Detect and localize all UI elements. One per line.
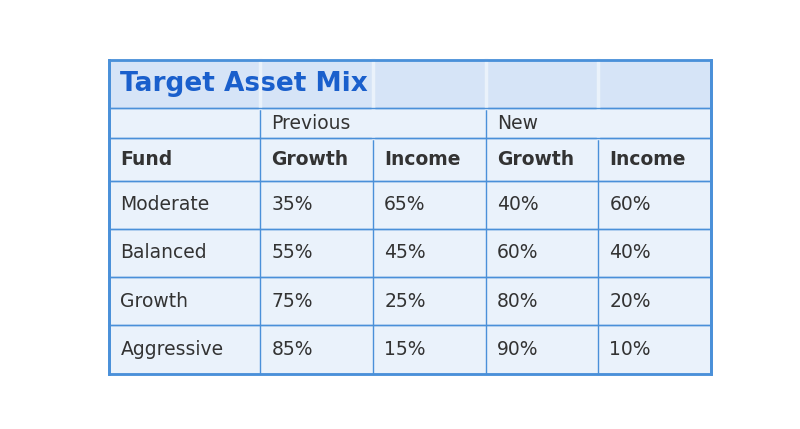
Text: 40%: 40% bbox=[497, 195, 538, 214]
Text: 60%: 60% bbox=[610, 195, 650, 214]
Text: 35%: 35% bbox=[272, 195, 313, 214]
Text: 20%: 20% bbox=[610, 292, 650, 311]
Text: Fund: Fund bbox=[121, 150, 173, 169]
Text: 40%: 40% bbox=[610, 243, 651, 263]
Text: Moderate: Moderate bbox=[121, 195, 210, 214]
Text: Growth: Growth bbox=[272, 150, 349, 169]
Text: 10%: 10% bbox=[610, 340, 650, 359]
Text: Previous: Previous bbox=[272, 114, 351, 133]
Text: New: New bbox=[497, 114, 538, 133]
Text: 25%: 25% bbox=[384, 292, 426, 311]
Text: 65%: 65% bbox=[384, 195, 426, 214]
Text: 75%: 75% bbox=[272, 292, 313, 311]
Bar bbox=[110, 181, 710, 229]
Text: Balanced: Balanced bbox=[121, 243, 207, 263]
Text: 45%: 45% bbox=[384, 243, 426, 263]
Bar bbox=[110, 325, 710, 374]
Text: 85%: 85% bbox=[272, 340, 313, 359]
Text: Growth: Growth bbox=[121, 292, 189, 311]
Text: Target Asset Mix: Target Asset Mix bbox=[121, 71, 368, 97]
Bar bbox=[110, 60, 710, 109]
Bar bbox=[110, 229, 710, 277]
Text: 90%: 90% bbox=[497, 340, 538, 359]
Text: Aggressive: Aggressive bbox=[121, 340, 223, 359]
Bar bbox=[110, 277, 710, 325]
Text: 80%: 80% bbox=[497, 292, 538, 311]
Text: 55%: 55% bbox=[272, 243, 313, 263]
Text: Income: Income bbox=[384, 150, 461, 169]
Text: 60%: 60% bbox=[497, 243, 538, 263]
Bar bbox=[110, 138, 710, 181]
Text: Income: Income bbox=[610, 150, 686, 169]
Text: Growth: Growth bbox=[497, 150, 574, 169]
Bar bbox=[110, 109, 710, 138]
Text: 15%: 15% bbox=[384, 340, 426, 359]
